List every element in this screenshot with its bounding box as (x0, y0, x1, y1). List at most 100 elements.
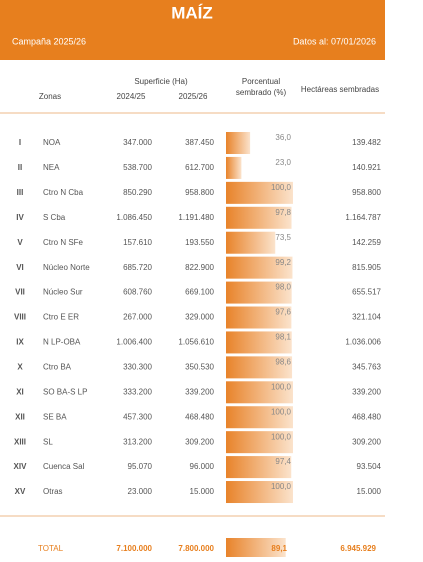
curr-area: 193.550 (185, 238, 214, 247)
percent: 98,1 (275, 333, 291, 342)
row-number: I (19, 138, 21, 147)
campaign: Campaña 2025/26 (12, 36, 86, 46)
prev-area: 313.200 (123, 437, 152, 446)
data-bar (226, 306, 292, 329)
row-number: V (17, 238, 23, 247)
zone: SO BA-S LP (43, 387, 87, 396)
percent: 73,5 (275, 233, 291, 242)
prev-area: 267.000 (123, 313, 152, 322)
hectares: 309.200 (352, 437, 381, 446)
row-number: XV (15, 487, 26, 496)
zone: N LP-OBA (43, 338, 81, 347)
prev-area: 850.290 (123, 188, 152, 197)
zone: S Cba (43, 213, 66, 222)
total-label: TOTAL (38, 544, 64, 553)
hectares: 142.259 (352, 238, 381, 247)
total-prev: 7.100.000 (116, 544, 152, 553)
prev-area: 333.200 (123, 387, 152, 396)
prev-area: 457.300 (123, 412, 152, 421)
data-bar (226, 538, 286, 560)
curr-area: 612.700 (185, 163, 214, 172)
data-bar (226, 256, 293, 279)
percent: 100,0 (271, 432, 292, 441)
hectares: 655.517 (352, 288, 381, 297)
percent: 100,0 (271, 482, 292, 491)
row-number: X (17, 362, 23, 371)
row-number: XII (15, 412, 25, 421)
date: Datos al: 07/01/2026 (293, 36, 376, 46)
zone: NEA (43, 163, 60, 172)
header-band (0, 0, 385, 60)
curr-area: 309.200 (185, 437, 214, 446)
curr-area: 329.000 (185, 313, 214, 322)
percent: 36,0 (275, 133, 291, 142)
curr-area: 1.056.610 (178, 338, 214, 347)
percent: 97,4 (275, 457, 291, 466)
curr-area: 339.200 (185, 387, 214, 396)
data-bar (226, 206, 292, 229)
zone: NOA (43, 138, 61, 147)
hectares: 958.800 (352, 188, 381, 197)
row-number: II (18, 163, 22, 172)
column-group: Superficie (Ha) (134, 77, 188, 86)
percent: 100,0 (271, 382, 292, 391)
curr-area: 669.100 (185, 288, 214, 297)
prev-area: 685.720 (123, 263, 152, 272)
prev-area: 608.760 (123, 288, 152, 297)
data-bar (226, 231, 276, 254)
column-header: 2024/25 (117, 92, 146, 101)
row-number: XIII (14, 437, 26, 446)
row-number: VII (15, 288, 25, 297)
hectares: 345.763 (352, 362, 381, 371)
data-bar (226, 431, 293, 454)
zone: Ctro N SFe (43, 238, 84, 247)
data-bar (226, 181, 293, 204)
data-bar (226, 132, 251, 154)
zone: SE BA (43, 412, 67, 421)
total-curr: 7.800.000 (178, 544, 214, 553)
curr-area: 1.191.480 (178, 213, 214, 222)
total-percent: 89,1 (271, 544, 287, 553)
row-number: XI (16, 387, 24, 396)
curr-area: 468.480 (185, 412, 214, 421)
prev-area: 347.000 (123, 138, 152, 147)
curr-area: 822.900 (185, 263, 214, 272)
curr-area: 350.530 (185, 362, 214, 371)
hectares: 1.036.006 (345, 338, 381, 347)
percent: 23,0 (275, 158, 291, 167)
prev-area: 1.086.450 (116, 213, 152, 222)
data-bar (226, 381, 293, 404)
total-hectares: 6.945.929 (340, 544, 376, 553)
data-bar (226, 156, 242, 179)
data-bar (226, 456, 292, 479)
prev-area: 1.006.400 (116, 338, 152, 347)
zone: Otras (43, 487, 63, 496)
hectares: 139.482 (352, 138, 381, 147)
hectares: 93.504 (357, 462, 382, 471)
curr-area: 96.000 (190, 462, 215, 471)
curr-area: 15.000 (190, 487, 215, 496)
row-number: III (17, 188, 24, 197)
zone: Núcleo Norte (43, 263, 90, 272)
prev-area: 538.700 (123, 163, 152, 172)
column-header-box: Porcentual sembrado (%) (236, 77, 286, 97)
zone: Ctro BA (43, 362, 72, 371)
percent: 98,6 (275, 357, 291, 366)
data-bar (226, 406, 293, 429)
hectares: 15.000 (357, 487, 382, 496)
prev-area: 95.070 (128, 462, 153, 471)
zone: Núcleo Sur (43, 288, 83, 297)
prev-area: 23.000 (128, 487, 153, 496)
prev-area: 330.300 (123, 362, 152, 371)
percent: 100,0 (271, 407, 292, 416)
percent: 98,0 (275, 283, 291, 292)
row-number: VIII (14, 313, 26, 322)
zone: SL (43, 437, 53, 446)
data-bar (226, 281, 292, 304)
percent: 97,8 (275, 208, 291, 217)
column-header: Hectáreas sembradas (301, 85, 379, 94)
curr-area: 958.800 (185, 188, 214, 197)
prev-area: 157.610 (123, 238, 152, 247)
hectares: 1.164.787 (345, 213, 381, 222)
data-bar (226, 356, 293, 379)
